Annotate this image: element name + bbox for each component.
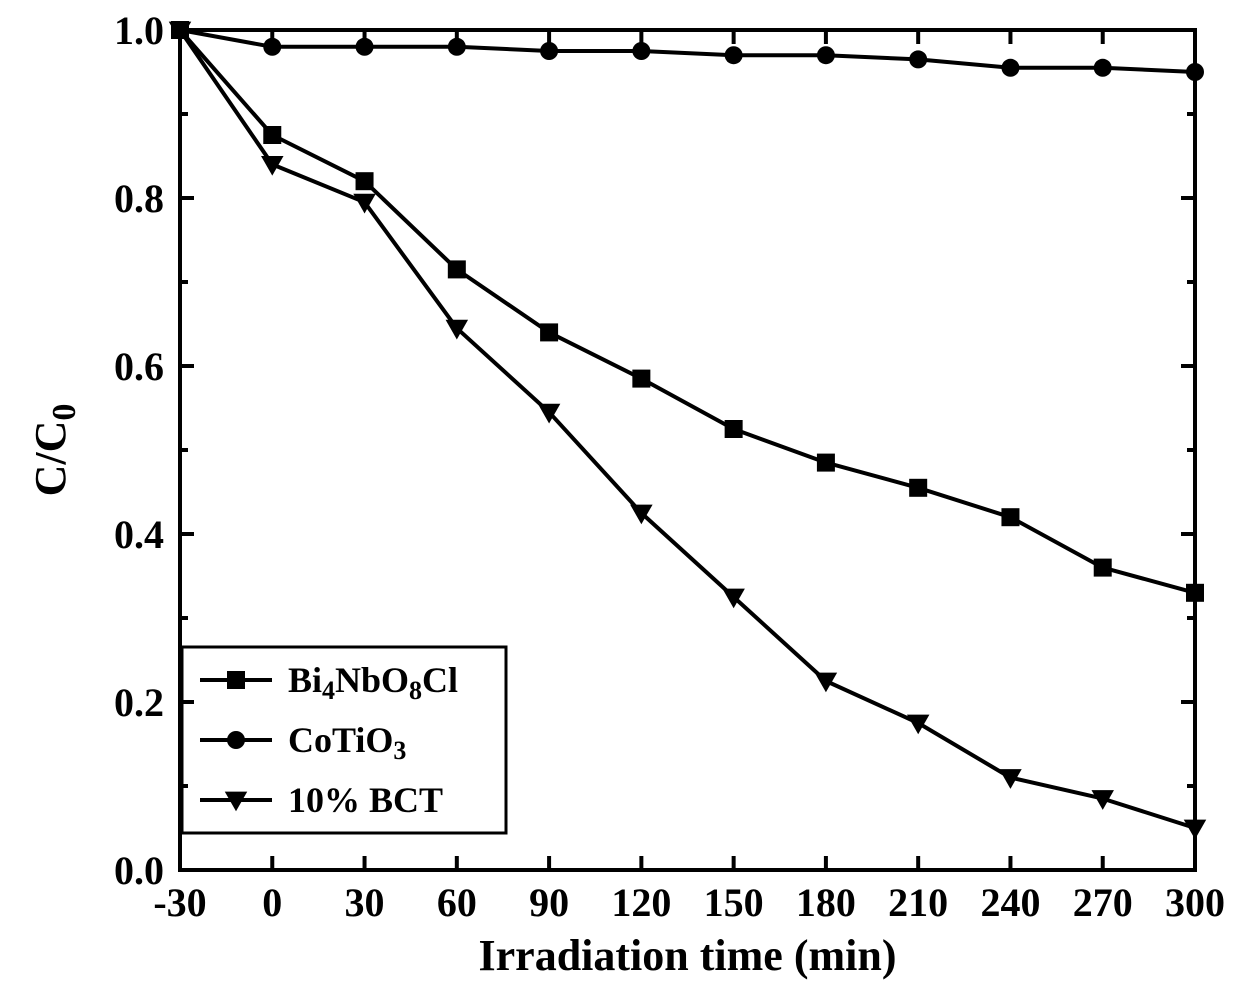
legend-label-cotio3: CoTiO3 xyxy=(288,720,406,765)
chart-container: -3003060901201501802102402703000.00.20.4… xyxy=(0,0,1240,984)
circle-marker xyxy=(356,38,374,56)
circle-marker xyxy=(540,42,558,60)
circle-marker xyxy=(227,731,245,749)
y-tick-label: 0.8 xyxy=(114,176,164,221)
square-marker xyxy=(540,323,558,341)
x-tick-label: 120 xyxy=(611,880,671,925)
degradation-chart: -3003060901201501802102402703000.00.20.4… xyxy=(0,0,1240,984)
x-tick-label: 30 xyxy=(345,880,385,925)
y-tick-label: 0.6 xyxy=(114,344,164,389)
x-tick-label: 300 xyxy=(1165,880,1225,925)
x-tick-label: 240 xyxy=(980,880,1040,925)
x-tick-label: 60 xyxy=(437,880,477,925)
circle-marker xyxy=(1186,63,1204,81)
y-tick-label: 0.4 xyxy=(114,512,164,557)
x-tick-label: 180 xyxy=(796,880,856,925)
circle-marker xyxy=(817,46,835,64)
square-marker xyxy=(725,420,743,438)
square-marker xyxy=(909,479,927,497)
x-tick-label: 90 xyxy=(529,880,569,925)
circle-marker xyxy=(1094,59,1112,77)
y-tick-label: 0.0 xyxy=(114,848,164,893)
square-marker xyxy=(817,454,835,472)
circle-marker xyxy=(263,38,281,56)
square-marker xyxy=(227,671,245,689)
x-axis-label: Irradiation time (min) xyxy=(479,931,897,980)
circle-marker xyxy=(632,42,650,60)
square-marker xyxy=(1001,508,1019,526)
x-tick-label: 210 xyxy=(888,880,948,925)
circle-marker xyxy=(725,46,743,64)
square-marker xyxy=(632,370,650,388)
square-marker xyxy=(1186,584,1204,602)
circle-marker xyxy=(909,50,927,68)
x-tick-label: 0 xyxy=(262,880,282,925)
x-tick-label: 150 xyxy=(704,880,764,925)
square-marker xyxy=(356,172,374,190)
square-marker xyxy=(263,126,281,144)
legend-label-bi4nbo8cl: Bi4NbO8Cl xyxy=(288,660,458,705)
legend-label-bct10: 10% BCT xyxy=(288,780,443,820)
y-tick-label: 0.2 xyxy=(114,680,164,725)
square-marker xyxy=(448,260,466,278)
square-marker xyxy=(1094,559,1112,577)
circle-marker xyxy=(448,38,466,56)
x-tick-label: 270 xyxy=(1073,880,1133,925)
circle-marker xyxy=(1001,59,1019,77)
y-tick-label: 1.0 xyxy=(114,8,164,53)
